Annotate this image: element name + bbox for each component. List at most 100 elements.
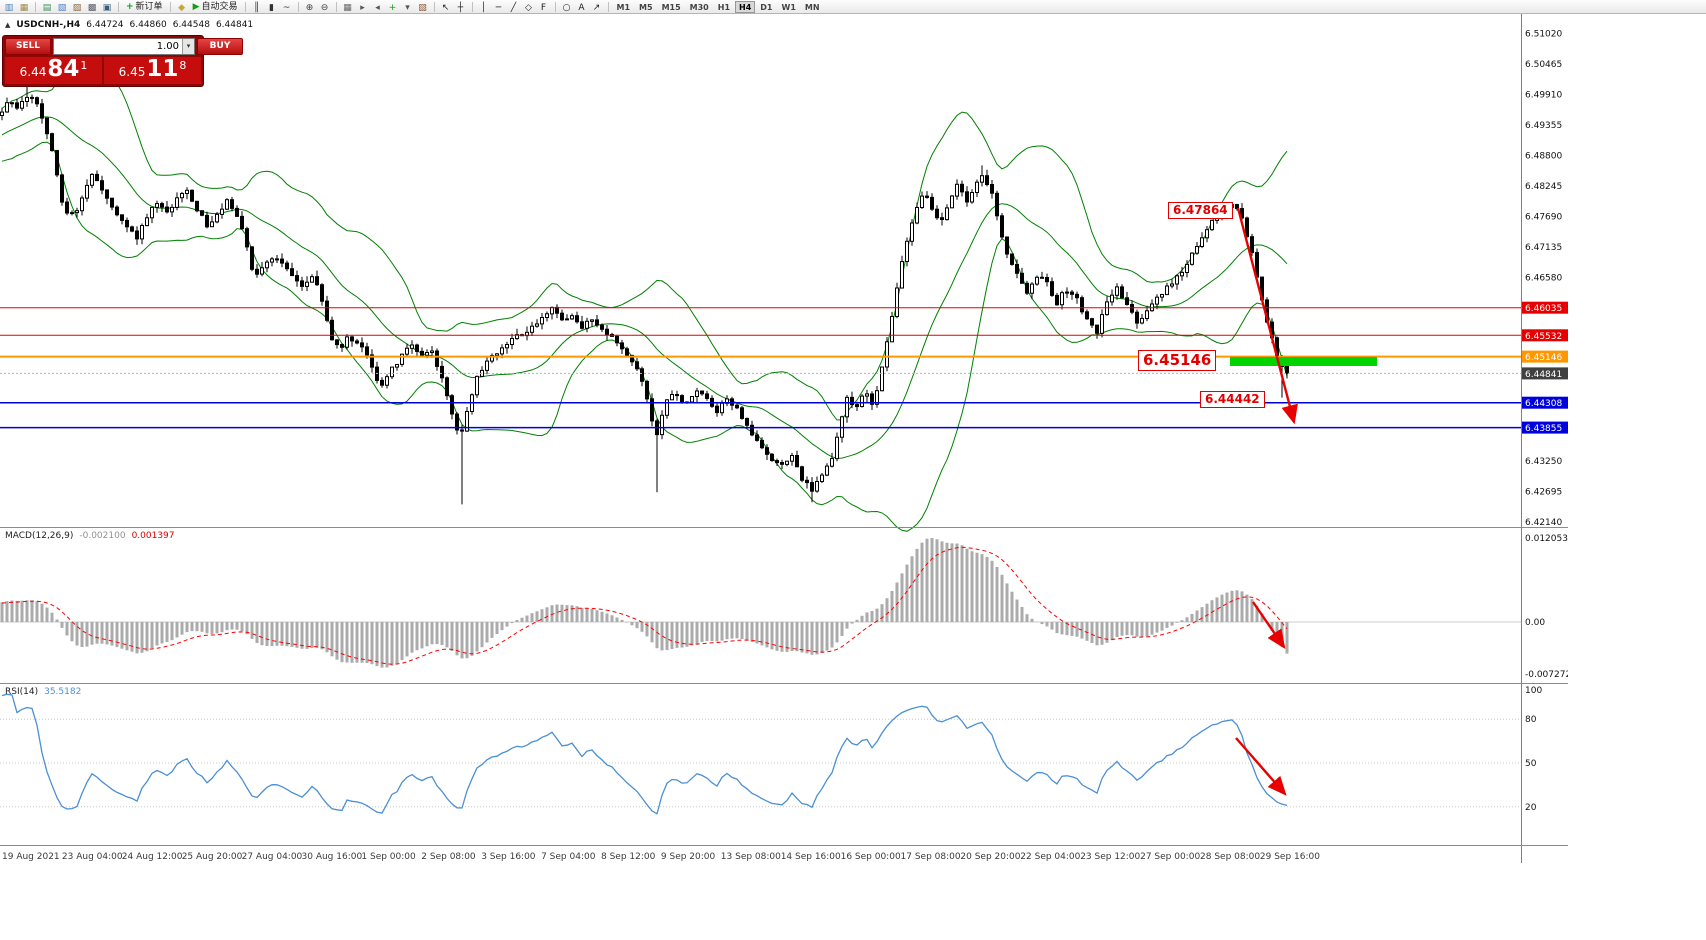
bar-chart-icon[interactable]: ║ [253, 2, 260, 13]
new-chart-icon[interactable]: ▥ [4, 2, 14, 13]
candle [200, 210, 204, 217]
fibonacci-icon[interactable]: F [540, 2, 547, 13]
timeframe-mn[interactable]: MN [804, 2, 820, 12]
candle [1105, 296, 1109, 316]
vertical-line-icon[interactable]: │ [480, 2, 487, 13]
indicators-icon[interactable]: + [388, 2, 397, 13]
candle [865, 389, 869, 403]
trend-arrow[interactable] [1252, 601, 1286, 649]
market-watch-icon[interactable]: ▤ [42, 2, 52, 13]
macd-axis-label: 0.012053 [1525, 534, 1568, 544]
tile-windows-icon[interactable]: ▦ [343, 2, 352, 13]
strategy-tester-icon[interactable]: ▣ [102, 2, 112, 13]
candle [605, 325, 609, 341]
candle [690, 396, 694, 403]
buy-price-display[interactable]: 6.45 11 8 [102, 57, 201, 84]
toolbar-separator [335, 1, 337, 12]
timeframe-m5[interactable]: M5 [639, 2, 653, 12]
timeframe-h1[interactable]: H1 [717, 2, 731, 12]
candle [190, 189, 194, 203]
time-axis-label: 7 Sep 04:00 [541, 852, 596, 862]
candle [455, 412, 459, 435]
one-click-collapse-icon[interactable]: ▲ [5, 21, 11, 29]
bollinger-upper-band[interactable] [1, 53, 1288, 421]
crosshair-icon[interactable]: ┼ [457, 2, 464, 13]
ohlc-close: 6.44841 [215, 20, 254, 30]
candle [5, 97, 9, 113]
time-axis-label: 27 Sep 00:00 [1140, 852, 1200, 862]
new-order-button[interactable]: + 新订单 [123, 1, 166, 13]
periods-dropdown-icon[interactable]: ▾ [405, 2, 410, 13]
volume-input[interactable] [54, 39, 182, 54]
trend-arrow[interactable] [1236, 207, 1298, 425]
price-chart-svg[interactable]: 6.51020 6.50465 6.49910 6.49355 6.48800 6.482… [0, 14, 1571, 863]
buy-price-pipette: 8 [179, 59, 187, 72]
price-annotation-label[interactable]: 6.44442 [1200, 391, 1265, 408]
timeframe-w1[interactable]: W1 [781, 2, 796, 12]
cursor-icon[interactable]: ↖ [441, 2, 450, 13]
data-window-icon[interactable]: ▧ [57, 2, 67, 13]
candle [895, 282, 899, 319]
timeframe-d1[interactable]: D1 [760, 2, 773, 12]
price-annotation-label[interactable]: 6.45146 [1138, 350, 1217, 371]
time-axis-label: 19 Aug 2021 [2, 852, 60, 862]
candle [0, 107, 4, 121]
candle [985, 169, 989, 187]
candle [995, 190, 999, 221]
chart-window: 6.51020 6.50465 6.49910 6.49355 6.48800 6.482… [0, 14, 1571, 863]
candle [945, 204, 949, 221]
volume-dropdown-arrow[interactable]: ▾ [182, 39, 194, 54]
line-chart-icon[interactable]: ~ [282, 2, 291, 13]
timeframe-m1[interactable]: M1 [616, 2, 631, 12]
candle [130, 225, 134, 233]
candle [775, 458, 779, 466]
shapes-icon[interactable]: ○ [562, 2, 571, 13]
timeframe-m30[interactable]: M30 [689, 2, 709, 12]
candlestick-chart-icon[interactable]: ▮ [269, 2, 274, 13]
price-annotation-label[interactable]: 6.47864 [1168, 202, 1233, 219]
price-line-badge-text: 6.43855 [1525, 424, 1562, 434]
chart-shift-icon[interactable]: ◂ [375, 2, 380, 13]
bollinger-lower-band[interactable] [1, 141, 1288, 532]
candle [825, 463, 829, 477]
timeframe-m15[interactable]: M15 [661, 2, 681, 12]
candle [1025, 280, 1029, 295]
candle [155, 200, 159, 213]
candle [850, 391, 854, 409]
sell-price-display[interactable]: 6.44 84 1 [5, 57, 102, 84]
arrows-tool-icon[interactable]: ↗ [592, 2, 601, 13]
candle [135, 226, 139, 245]
profiles-icon[interactable]: ▦ [19, 2, 29, 13]
buy-button[interactable]: BUY [197, 38, 243, 55]
trendline-icon[interactable]: ╱ [510, 2, 517, 13]
candle [740, 406, 744, 420]
zoom-out-icon[interactable]: ⊖ [320, 2, 329, 13]
zoom-in-icon[interactable]: ⊕ [305, 2, 314, 13]
price-axis-label: 6.42140 [1525, 518, 1562, 528]
candle [1170, 279, 1174, 289]
templates-icon[interactable]: ▧ [418, 2, 427, 13]
price-scale[interactable] [1521, 14, 1568, 863]
support-zone-highlight[interactable] [1230, 357, 1377, 366]
equidistant-channel-icon[interactable]: ◇ [525, 2, 532, 13]
candle [955, 179, 959, 200]
trend-arrow[interactable] [1235, 737, 1287, 796]
timeframe-h4[interactable]: H4 [735, 0, 756, 13]
macd-name: MACD(12,26,9) [5, 531, 74, 541]
auto-scroll-icon[interactable]: ▸ [360, 2, 365, 13]
text-label-icon[interactable]: A [578, 2, 585, 13]
one-click-trading-panel: SELL ▾ BUY 6.44 84 1 6.45 11 8 [2, 35, 243, 87]
candle [280, 253, 284, 268]
horizontal-line-icon[interactable]: ─ [495, 2, 502, 13]
time-axis-label: 8 Sep 12:00 [601, 852, 656, 862]
sell-button[interactable]: SELL [5, 38, 51, 55]
candle [565, 314, 569, 321]
terminal-icon[interactable]: ▩ [87, 2, 97, 13]
navigator-icon[interactable]: ▨ [72, 2, 82, 13]
candle [1110, 289, 1114, 306]
autotrading-button[interactable]: ▶ 自动交易 [190, 1, 241, 13]
time-axis-label: 23 Sep 12:00 [1080, 852, 1140, 862]
candle [660, 410, 664, 440]
time-axis-label: 20 Sep 20:00 [960, 852, 1020, 862]
metaeditor-icon[interactable]: ◆ [178, 2, 186, 13]
